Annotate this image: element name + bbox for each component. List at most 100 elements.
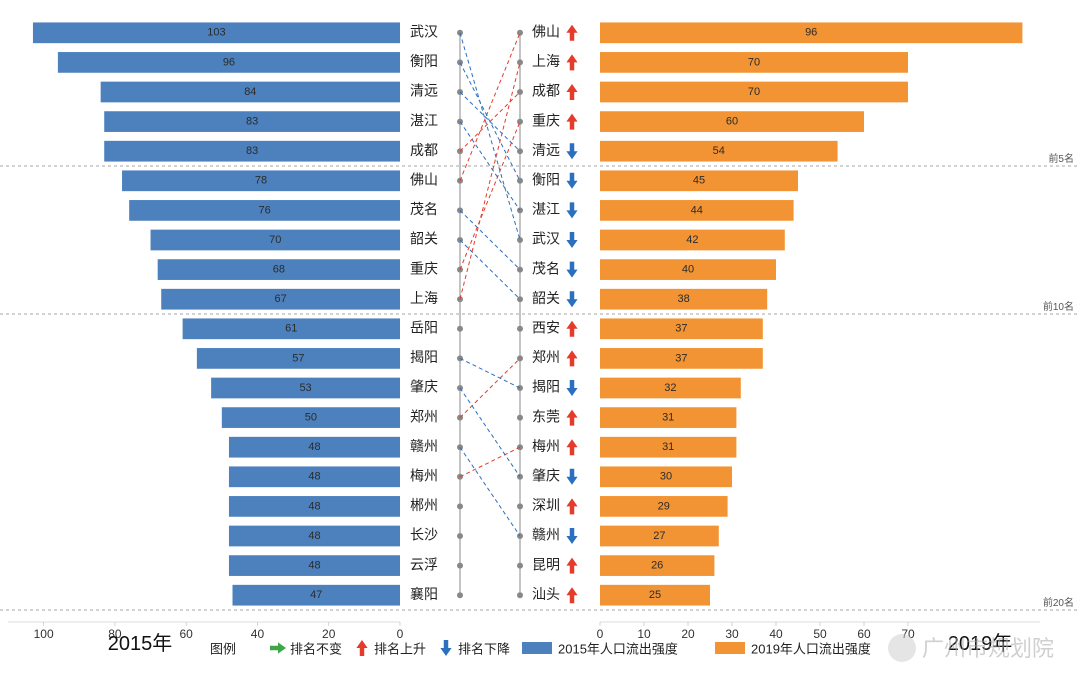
bar-right-value: 31 [662,441,674,453]
legend-item-label: 2019年人口流出强度 [751,641,871,656]
left-city-label: 上海 [410,290,438,306]
bar-right-value: 70 [748,86,760,98]
legend-item-label: 2015年人口流出强度 [558,641,678,656]
right-city-label: 肇庆 [532,468,560,484]
bar-right-value: 54 [713,145,725,157]
right-city-label: 重庆 [532,112,560,128]
rank-arrow-icon [566,114,577,130]
left-city-label: 成都 [410,142,438,158]
bar-right-value: 37 [675,323,687,335]
right-city-label: 西安 [532,320,560,336]
rank-arrow-icon [566,528,577,544]
rank-arrow-icon [566,262,577,278]
bar-left-value: 76 [258,204,270,216]
legend-arrow-icon [356,640,367,656]
axis-right-tick: 20 [681,627,695,641]
rank-arrow-icon [566,232,577,248]
right-city-label: 韶关 [532,290,560,306]
left-city-label: 肇庆 [410,379,438,395]
separator-label: 前20名 [1043,596,1074,609]
right-city-label: 上海 [532,53,560,69]
bar-right-value: 25 [649,589,661,601]
rank-arrow-icon [566,291,577,307]
axis-left-tick: 100 [34,627,54,641]
bar-left-value: 68 [273,264,285,276]
rank-arrow-icon [566,54,577,70]
rank-arrow-icon [566,350,577,366]
rank-arrow-icon [566,410,577,426]
left-city-label: 云浮 [410,556,438,572]
bar-left-value: 78 [255,175,267,187]
right-city-label: 茂名 [532,260,560,276]
rank-connection [460,388,520,477]
butterfly-chart: 前5名前10名前20名103武汉96衡阳84清远83湛江83成都78佛山76茂名… [0,0,1080,675]
left-city-label: 衡阳 [410,53,438,69]
rank-connection [460,33,520,181]
rank-arrow-icon [566,587,577,603]
bar-right-value: 30 [660,471,672,483]
axis-right-tick: 50 [813,627,827,641]
legend-swatch [522,642,552,654]
rank-connection [460,240,520,299]
right-city-label: 佛山 [532,24,560,40]
rank-connection [460,62,520,299]
right-city-label: 武汉 [532,231,560,247]
rank-connection [460,447,520,536]
rank-arrow-icon [566,558,577,574]
axis-right-tick: 10 [637,627,651,641]
axis-left-tick: 20 [322,627,336,641]
year-left: 2015年 [108,632,173,655]
axis-left-tick: 40 [251,627,265,641]
left-city-label: 湛江 [410,112,438,128]
bar-right-value: 38 [677,293,689,305]
left-city-label: 重庆 [410,260,438,276]
bar-left-value: 96 [223,56,235,68]
bar-left-value: 83 [246,116,258,128]
rank-connection [460,358,520,417]
left-city-label: 长沙 [410,527,438,543]
bar-left-value: 48 [308,530,320,542]
bar-left-value: 53 [299,382,311,394]
rank-arrow-icon [566,321,577,337]
rank-arrow-icon [566,25,577,41]
axis-right-tick: 30 [725,627,739,641]
legend-arrow-icon [270,642,286,653]
left-city-label: 襄阳 [410,586,438,602]
bar-left-value: 48 [308,471,320,483]
axis-right-tick: 60 [857,627,871,641]
bar-left-value: 57 [292,352,304,364]
right-city-label: 湛江 [532,201,560,217]
left-city-label: 郑州 [410,408,438,424]
bar-right-value: 96 [805,27,817,39]
left-city-label: 武汉 [410,24,438,40]
rank-arrow-icon [566,380,577,396]
legend-title: 图例 [210,641,236,656]
axis-right-tick: 0 [597,627,604,641]
bar-right-value: 37 [675,352,687,364]
rank-arrow-icon [566,143,577,159]
rank-connection [460,62,520,180]
left-city-label: 梅州 [410,468,438,484]
right-city-label: 揭阳 [532,379,560,395]
bar-left-value: 48 [308,500,320,512]
bar-right-value: 60 [726,116,738,128]
bar-left-value: 83 [246,145,258,157]
bar-left-value: 103 [207,27,225,39]
rank-arrow-icon [566,469,577,485]
left-city-label: 赣州 [410,438,438,454]
watermark-text: 广州市规划院 [922,636,1054,661]
rank-connection [460,358,520,388]
bar-right-value: 31 [662,412,674,424]
right-city-label: 清远 [532,142,560,158]
legend-arrow-icon [440,640,451,656]
right-city-label: 东莞 [532,408,560,424]
rank-arrow-icon [566,439,577,455]
bar-right-value: 26 [651,560,663,572]
legend-item-label: 排名下降 [458,641,510,656]
left-city-label: 郴州 [410,497,438,513]
right-city-label: 成都 [532,83,560,99]
axis-right-tick: 40 [769,627,783,641]
bar-left-value: 67 [274,293,286,305]
left-city-label: 茂名 [410,201,438,217]
bar-right-value: 29 [658,500,670,512]
